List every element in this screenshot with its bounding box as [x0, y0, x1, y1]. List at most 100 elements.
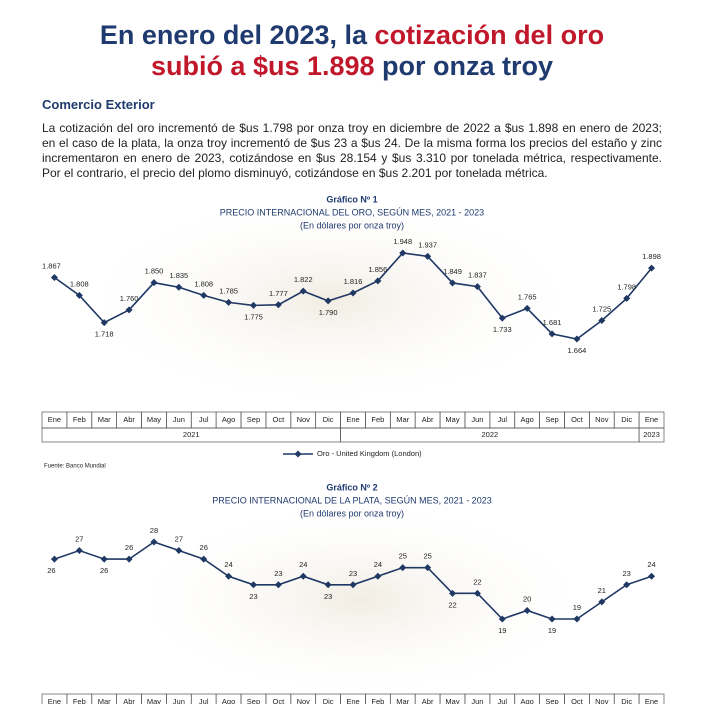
data-point: [498, 615, 506, 623]
chart-title: PRECIO INTERNACIONAL DE LA PLATA, SEGÚN …: [212, 495, 491, 505]
data-label: 23: [324, 592, 332, 601]
data-point: [175, 283, 183, 291]
year-label: 2022: [481, 430, 498, 439]
data-point: [548, 330, 556, 338]
data-label: 1.733: [493, 325, 512, 334]
data-point: [75, 547, 83, 555]
data-label: 1.898: [642, 252, 661, 261]
data-point: [249, 581, 257, 589]
data-label: 24: [299, 560, 307, 569]
x-tick-label: Abr: [123, 415, 135, 424]
data-label: 1.816: [344, 277, 363, 286]
data-point: [424, 252, 432, 260]
background: [120, 500, 600, 700]
chart-subtitle: (En dólares por onza troy): [300, 508, 404, 518]
chart-subtitle: (En dólares por onza troy): [300, 220, 404, 230]
data-point: [648, 572, 656, 580]
data-point: [523, 304, 531, 312]
data-label: 26: [125, 543, 133, 552]
data-point: [50, 555, 58, 563]
x-tick-label: May: [147, 415, 161, 424]
data-point: [50, 274, 58, 282]
data-label: 23: [623, 569, 631, 578]
data-point: [648, 264, 656, 272]
data-point: [573, 615, 581, 623]
data-point: [374, 277, 382, 285]
data-label: 26: [100, 566, 108, 575]
data-point: [225, 572, 233, 580]
x-tick-label: May: [445, 415, 459, 424]
title-part: cotización del oro: [374, 20, 605, 50]
x-tick-label: Abr: [422, 697, 434, 704]
data-label: 19: [498, 626, 506, 635]
data-point: [324, 297, 332, 305]
data-label: 23: [274, 569, 282, 578]
data-point: [225, 298, 233, 306]
data-label: 1.856: [368, 265, 387, 274]
x-tick-label: Mar: [98, 697, 111, 704]
x-tick-label: Ago: [222, 415, 235, 424]
x-tick-label: Feb: [73, 415, 86, 424]
year-label: 2023: [643, 430, 660, 439]
x-tick-label: Abr: [422, 415, 434, 424]
data-point: [399, 249, 407, 257]
x-tick-label: Ene: [346, 697, 359, 704]
data-point: [200, 555, 208, 563]
axis-cell: [638, 693, 665, 704]
data-point: [349, 581, 357, 589]
chart-label: Gráfico Nº 2: [326, 482, 377, 492]
x-tick-label: Dic: [323, 697, 334, 704]
chart-title: PRECIO INTERNACIONAL DEL ORO, SEGÚN MES,…: [220, 207, 484, 217]
data-point: [75, 291, 83, 299]
data-label: 23: [349, 569, 357, 578]
data-point: [449, 589, 457, 597]
data-point: [249, 301, 257, 309]
legend-label: Oro - United Kingdom (London): [317, 449, 422, 458]
data-label: 1.790: [319, 308, 338, 317]
data-label: 24: [224, 560, 232, 569]
x-tick-label: Nov: [297, 415, 311, 424]
data-point: [424, 564, 432, 572]
paragraph: La cotización del oro incrementó de $us …: [42, 121, 662, 180]
x-tick-label: Ene: [48, 697, 61, 704]
data-label: 1.948: [393, 237, 412, 246]
section-heading: Comercio Exterior: [42, 97, 155, 112]
data-label: 27: [75, 535, 83, 544]
data-label: 1.837: [468, 271, 487, 280]
x-tick-label: May: [445, 697, 459, 704]
data-point: [349, 289, 357, 297]
chart-label: Gráfico Nº 1: [326, 194, 377, 204]
x-tick-label: Dic: [621, 415, 632, 424]
data-label: 1.798: [617, 282, 636, 291]
x-tick-label: Oct: [571, 697, 584, 704]
data-point: [449, 279, 457, 287]
data-point: [100, 319, 108, 327]
title-part: En enero del 2023, la: [99, 20, 375, 50]
data-label: 24: [647, 560, 655, 569]
x-tick-label: Ene: [645, 415, 658, 424]
x-tick-label: May: [147, 697, 161, 704]
data-point: [473, 283, 481, 291]
x-tick-label: Jul: [497, 415, 507, 424]
data-point: [399, 564, 407, 572]
data-label: 20: [523, 594, 531, 603]
x-tick-label: Ene: [346, 415, 359, 424]
data-label: 25: [399, 552, 407, 561]
data-point: [274, 301, 282, 309]
data-label: 1.785: [219, 286, 238, 295]
data-point: [125, 306, 133, 314]
x-tick-label: Oct: [571, 415, 584, 424]
data-point: [473, 589, 481, 597]
year-label: 2021: [183, 430, 200, 439]
x-tick-label: Feb: [73, 697, 86, 704]
x-tick-label: Nov: [595, 415, 609, 424]
data-label: 1.777: [269, 289, 288, 298]
x-tick-label: Sep: [247, 415, 260, 424]
x-tick-label: Mar: [396, 697, 409, 704]
data-label: 1.681: [543, 318, 562, 327]
data-point: [324, 581, 332, 589]
x-tick-label: Sep: [545, 415, 558, 424]
x-tick-label: Jul: [199, 415, 209, 424]
data-label: 23: [249, 592, 257, 601]
data-label: 1.850: [145, 267, 164, 276]
